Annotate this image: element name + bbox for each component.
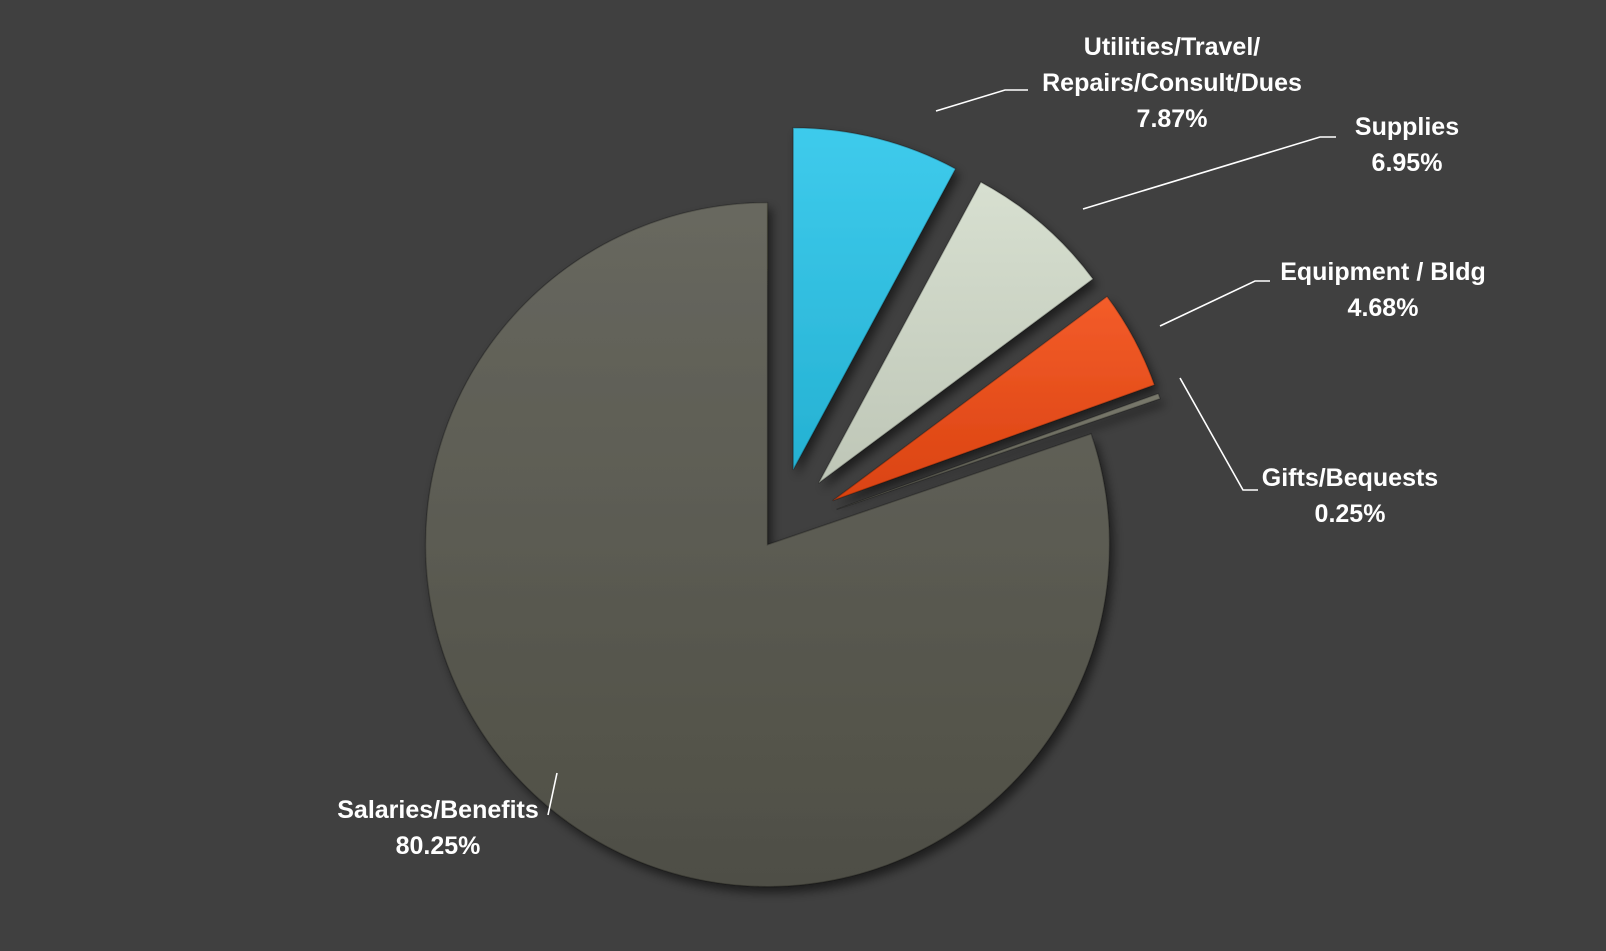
slice-percent-label: 4.68% [1348,294,1419,322]
slice-percent-label: 6.95% [1372,149,1443,177]
slice-label: Equipment / Bldg 4.68% [1280,258,1486,322]
slice-name-label: Supplies [1355,113,1459,141]
leader-line [1179,377,1258,491]
pie-slice-sheen [793,127,956,470]
pie-slice-group [424,201,1111,888]
slice-label: Salaries/Benefits 80.25% [337,796,539,860]
leader-lines-layer [547,89,1336,816]
slice-percent-label: 0.25% [1315,500,1386,528]
slice-name-label: Utilities/Travel/ [1084,33,1261,61]
slice-name-label: Gifts/Bequests [1262,464,1438,492]
pie-slice-sheen [818,182,1093,484]
pie-slice-group [817,181,1094,484]
leader-line [1082,136,1336,210]
pie-slice-group [792,127,957,471]
leader-line [1159,280,1270,327]
slice-label: Utilities/Travel/Repairs/Consult/Dues 7.8… [1042,33,1302,133]
pie-slice-group [832,295,1156,502]
pie-slice-sheen [832,296,1155,501]
slice-label: Gifts/Bequests 0.25% [1262,464,1438,528]
slice-name-label: Repairs/Consult/Dues [1042,69,1302,97]
labels-layer: Utilities/Travel/Repairs/Consult/Dues 7.8… [337,33,1486,860]
slices-layer [424,127,1162,888]
pie-slice-sheen [425,202,1110,887]
leader-line [547,772,558,816]
slice-percent-label: 80.25% [396,832,481,860]
slice-name-label: Salaries/Benefits [337,796,539,824]
pie-slice-group [836,392,1162,511]
slice-percent-label: 7.87% [1137,105,1208,133]
leader-line [935,89,1028,112]
pie-slice-sheen [836,393,1161,510]
slice-label: Supplies 6.95% [1355,113,1459,177]
slice-name-label: Equipment / Bldg [1280,258,1486,286]
